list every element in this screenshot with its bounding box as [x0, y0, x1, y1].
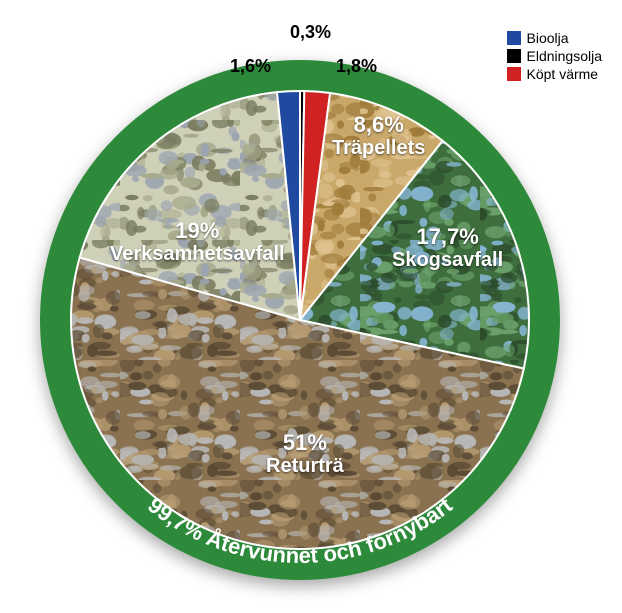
label-skogsavfall: 17,7% Skogsavfall [392, 224, 503, 272]
label-returtra: 51% Returträ [266, 430, 344, 478]
callout-kopt-varme: 1,8% [336, 56, 377, 77]
legend-label: Köpt värme [527, 66, 599, 82]
slice-name: Träpellets [332, 137, 425, 160]
slice-name: Returträ [266, 455, 344, 478]
legend-swatch [507, 67, 521, 81]
legend-label: Eldningsolja [527, 48, 603, 64]
legend-item: Eldningsolja [507, 48, 603, 64]
legend-item: Bioolja [507, 30, 603, 46]
legend: Bioolja Eldningsolja Köpt värme [507, 30, 603, 84]
legend-swatch [507, 49, 521, 63]
legend-item: Köpt värme [507, 66, 603, 82]
label-trapellets: 8,6% Träpellets [332, 112, 425, 160]
slice-name: Verksamhetsavfall [110, 243, 285, 266]
legend-label: Bioolja [527, 30, 569, 46]
slice-pct: 51% [266, 430, 344, 455]
slice-pct: 19% [110, 218, 285, 243]
legend-swatch [507, 31, 521, 45]
label-verksamhetsavfall: 19% Verksamhetsavfall [110, 218, 285, 266]
slice-pct: 17,7% [392, 224, 503, 249]
energy-pie-chart: 99,7% Återvunnet och förnybart [0, 0, 622, 613]
slice-pct: 8,6% [332, 112, 425, 137]
callout-bioolja: 1,6% [230, 56, 271, 77]
callout-eldningsolja: 0,3% [290, 22, 331, 43]
slice-name: Skogsavfall [392, 249, 503, 272]
